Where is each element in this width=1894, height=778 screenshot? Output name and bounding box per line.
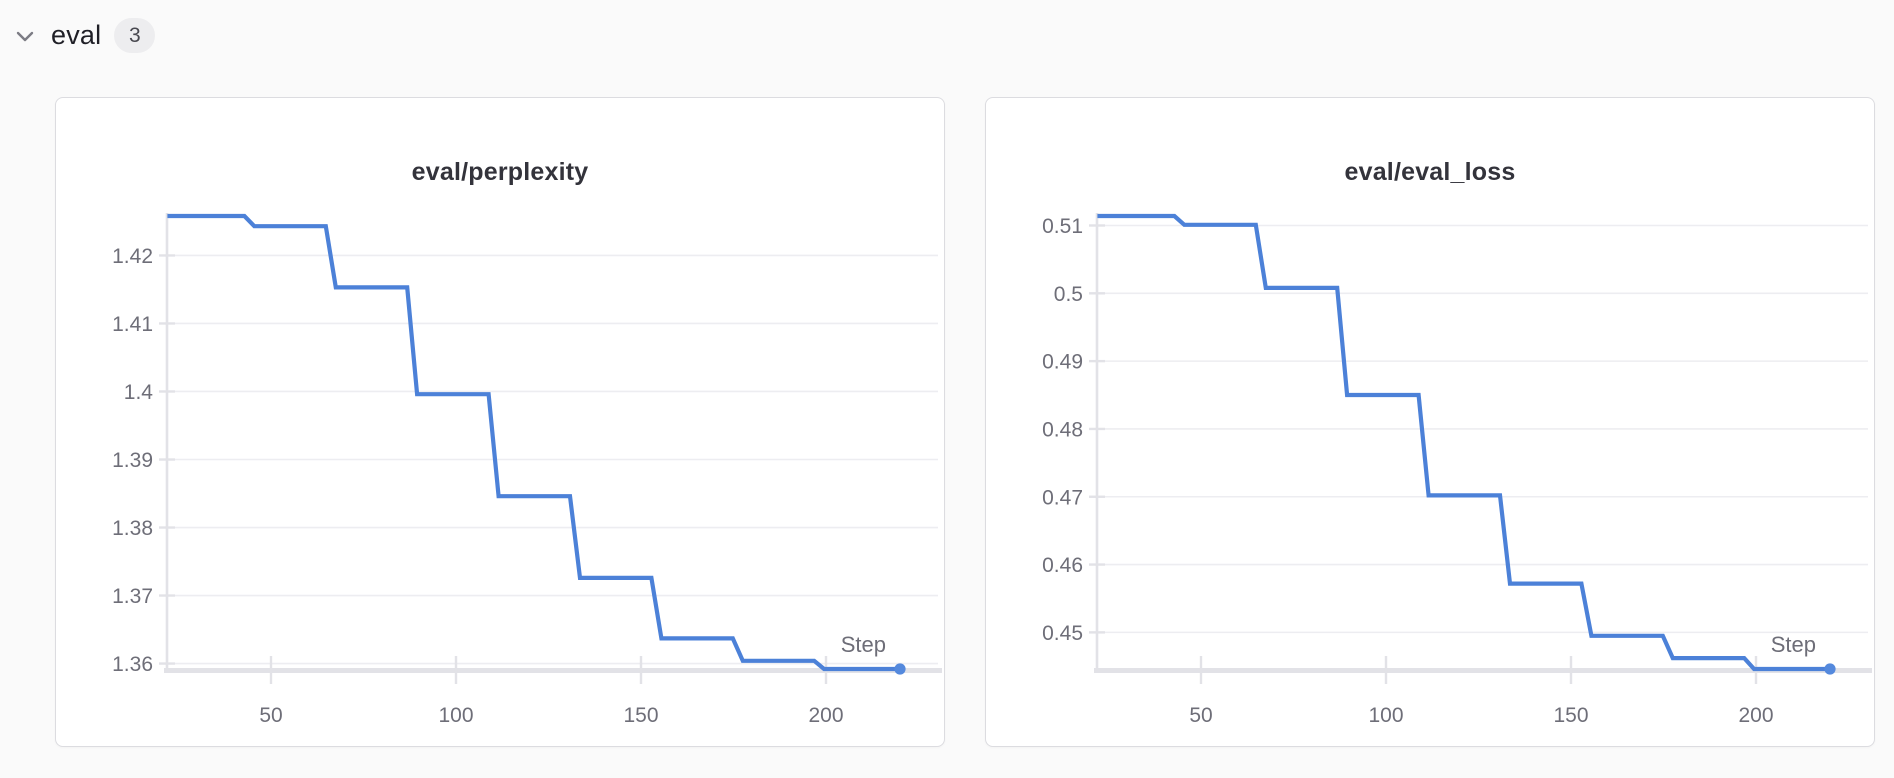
- y-tick-label: 1.37: [112, 585, 153, 608]
- chart-title: eval/perplexity: [411, 158, 589, 186]
- y-tick-label: 0.46: [1042, 554, 1083, 577]
- metric-card-eval-loss[interactable]: eval/eval_loss 0.51 0.5 0.49 0.48 0.47 0.46 0.…: [985, 97, 1875, 747]
- series-line[interactable]: [167, 213, 900, 672]
- y-tick-label: 0.5: [1054, 283, 1083, 306]
- y-tick-label: 1.39: [112, 449, 153, 472]
- x-tick-label: 200: [808, 704, 843, 727]
- y-tick-label: 1.41: [112, 313, 153, 336]
- series-end-dot[interactable]: [1824, 663, 1836, 675]
- section-header-eval[interactable]: eval 3: [12, 18, 156, 53]
- y-tick-label: 0.48: [1042, 418, 1083, 441]
- x-axis-label: Step: [1770, 632, 1816, 657]
- chevron-down-icon[interactable]: [12, 23, 38, 49]
- chart-title: eval/eval_loss: [1344, 158, 1516, 186]
- section-title: eval: [51, 20, 102, 50]
- series-end-dot[interactable]: [894, 663, 906, 675]
- metric-card-eval-perplexity[interactable]: eval/perplexity 1.42 1.41 1.4 1.39 1.38 1.37 1…: [55, 97, 945, 747]
- series-line[interactable]: [1097, 213, 1830, 672]
- y-tick-label: 0.47: [1042, 486, 1083, 509]
- x-tick-label: 50: [259, 704, 282, 727]
- chart-svg: 1.42 1.41 1.4 1.39 1.38 1.37 1.36 50 100 150 200: [112, 213, 942, 727]
- x-tick-label: 100: [1368, 704, 1403, 727]
- chart-svg: 0.51 0.5 0.49 0.48 0.47 0.46 0.45 50 100 150 200: [1042, 213, 1872, 727]
- x-tick-label: 100: [438, 704, 473, 727]
- y-tick-label: 0.51: [1042, 215, 1083, 238]
- x-tick-label: 150: [623, 704, 658, 727]
- chart-plot-area[interactable]: 1.42 1.41 1.4 1.39 1.38 1.37 1.36 50 100 150 200: [56, 98, 946, 748]
- y-tick-label: 0.45: [1042, 622, 1083, 645]
- x-tick-label: 150: [1553, 704, 1588, 727]
- x-tick-label: 50: [1189, 704, 1212, 727]
- x-tick-label: 200: [1738, 704, 1773, 727]
- panel-count-badge: 3: [114, 18, 156, 53]
- y-tick-label: 1.4: [124, 381, 154, 404]
- y-tick-label: 0.49: [1042, 351, 1083, 374]
- y-tick-label: 1.36: [112, 653, 153, 676]
- y-tick-label: 1.38: [112, 517, 153, 540]
- chart-plot-area[interactable]: 0.51 0.5 0.49 0.48 0.47 0.46 0.45 50 100 150 200: [986, 98, 1876, 748]
- x-axis-label: Step: [840, 632, 886, 657]
- y-tick-label: 1.42: [112, 245, 153, 268]
